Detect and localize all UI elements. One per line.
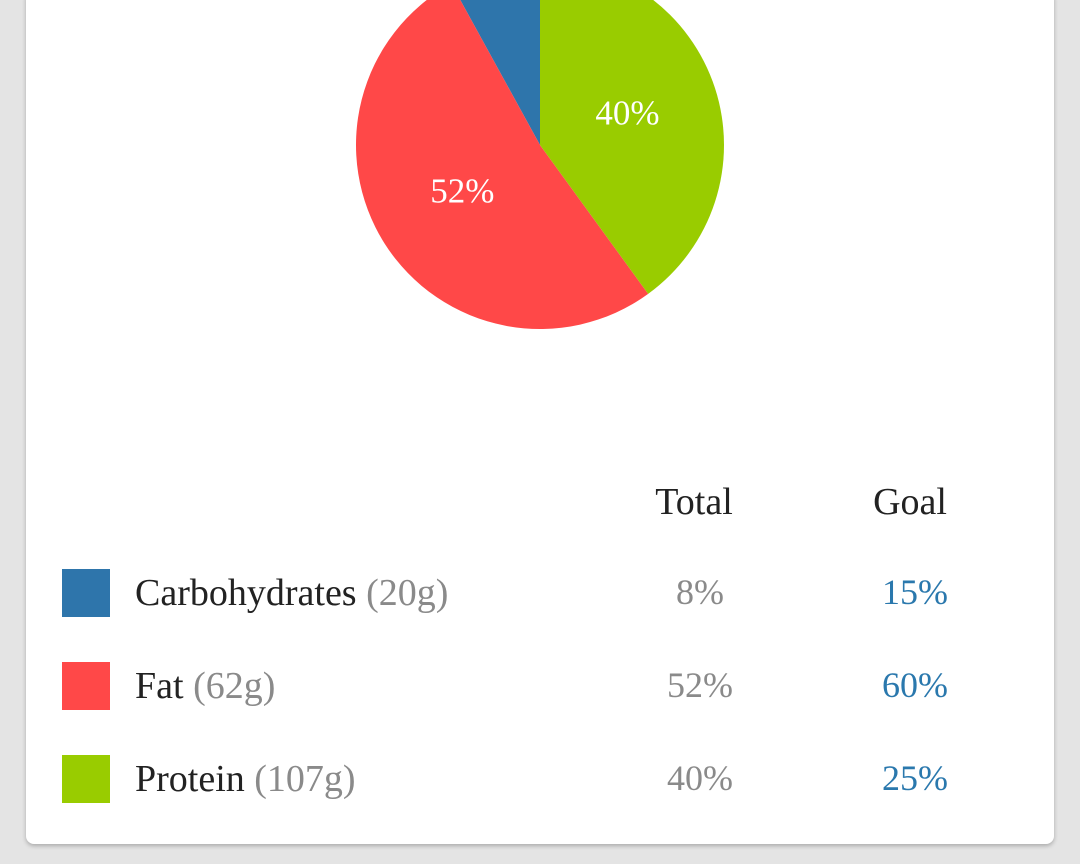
color-swatch bbox=[62, 662, 110, 710]
pie-slice bbox=[356, 0, 649, 329]
nutrient: Protein (107g) bbox=[135, 757, 356, 801]
total-percent: 40% bbox=[667, 758, 733, 798]
nutrient: Carbohydrates (20g) bbox=[135, 571, 448, 615]
slice-label: 52% bbox=[430, 171, 494, 210]
total-percent: 52% bbox=[667, 665, 733, 705]
goal-percent: 60% bbox=[882, 665, 948, 705]
nutrient-name: Fat bbox=[135, 665, 184, 707]
goal-percent: 15% bbox=[882, 572, 948, 612]
total-percent: 8% bbox=[676, 572, 724, 612]
column-header: Total bbox=[655, 481, 733, 523]
nutrient: Fat (62g) bbox=[135, 664, 275, 708]
goal-percent: 25% bbox=[882, 758, 948, 798]
nutrient-grams: (62g) bbox=[193, 665, 276, 707]
table-row: Fat (62g) 52% 60% bbox=[0, 656, 1080, 716]
pie-slice bbox=[460, 0, 540, 145]
color-swatch bbox=[62, 755, 110, 803]
nutrient-name: Protein bbox=[135, 758, 245, 800]
color-swatch bbox=[62, 569, 110, 617]
pie-slice bbox=[540, 0, 724, 294]
slice-label: 40% bbox=[595, 94, 659, 133]
table-row: Carbohydrates (20g) 8% 15% bbox=[0, 563, 1080, 623]
table-row: Protein (107g) 40% 25% bbox=[0, 749, 1080, 809]
column-header: Goal bbox=[873, 481, 947, 523]
nutrient-name: Carbohydrates bbox=[135, 572, 357, 614]
nutrient-grams: (107g) bbox=[254, 758, 356, 800]
nutrient-grams: (20g) bbox=[366, 572, 449, 614]
